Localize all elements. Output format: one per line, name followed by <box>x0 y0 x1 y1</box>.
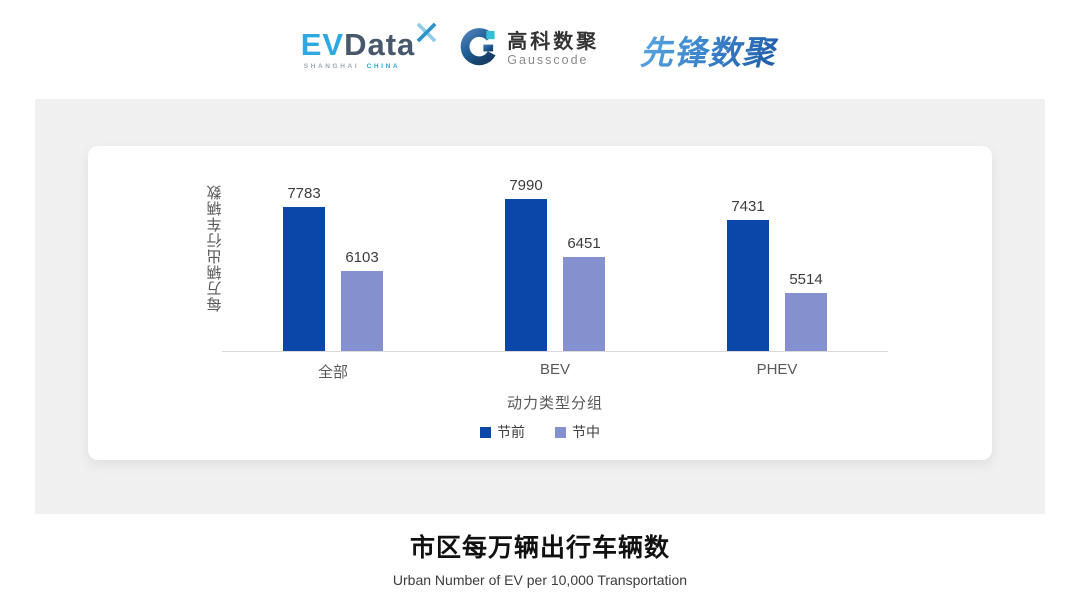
bar-wrap: 7783 <box>283 186 325 351</box>
bar-value-label: 6103 <box>345 249 379 266</box>
evdata-wordmark: EVData <box>301 29 416 60</box>
xianfeng-shuju-logo: 先锋数聚 <box>638 26 785 74</box>
bar <box>283 207 325 351</box>
gausscode-text: 高科数聚 Gausscode <box>507 30 600 67</box>
bar-wrap: 5514 <box>785 272 827 351</box>
evdata-x-star-icon <box>414 20 439 50</box>
bar-group: 7783 6103 <box>222 170 444 351</box>
bar-value-label: 7783 <box>287 185 321 202</box>
evdata-caption-shanghai: SHANGHAI <box>303 63 360 70</box>
category-axis: 全部 BEV PHEV <box>222 361 888 382</box>
bar-group: 7431 5514 <box>666 170 888 351</box>
bar-wrap: 6451 <box>563 236 605 351</box>
evdata-caption: SHANGHAI CHINA <box>304 63 400 70</box>
x-axis-title: 动力类型分组 <box>506 395 603 412</box>
legend-swatch-icon <box>480 426 491 438</box>
bar-wrap: 6103 <box>341 250 383 351</box>
bar-wrap: 7431 <box>727 199 769 351</box>
legend: 节前 节中 <box>88 422 992 442</box>
gausscode-en-name: Gausscode <box>507 52 589 67</box>
chart-card: 每万辆出行车辆数 7783 6103 7990 6451 7431 5514 全部 BEV P… <box>88 146 992 460</box>
bar <box>727 220 769 351</box>
category-label: 全部 <box>317 364 348 381</box>
chart-panel: 每万辆出行车辆数 7783 6103 7990 6451 7431 5514 全部 BEV P… <box>35 99 1045 514</box>
evdata-ev-text: EV <box>300 27 345 62</box>
bar-value-label: 7431 <box>731 198 765 215</box>
legend-label: 节中 <box>572 424 600 440</box>
header-logos: EVData SHANGHAI CHINA <box>0 0 1080 99</box>
bar <box>341 271 383 351</box>
category-label: BEV <box>539 361 570 378</box>
legend-item: 节中 <box>555 422 600 442</box>
bar <box>505 199 547 351</box>
evdata-caption-china: CHINA <box>366 63 401 70</box>
legend-label: 节前 <box>497 424 525 440</box>
gausscode-logo: 高科数聚 Gausscode <box>459 27 600 72</box>
evdata-data-text: Data <box>344 27 416 62</box>
bar <box>563 257 605 351</box>
gausscode-cn-name: 高科数聚 <box>507 30 600 53</box>
bar-value-label: 6451 <box>567 235 601 252</box>
bar-value-label: 7990 <box>509 177 543 194</box>
bar-value-label: 5514 <box>789 271 823 288</box>
bar <box>785 293 827 351</box>
bar-groups: 7783 6103 7990 6451 7431 5514 <box>222 170 888 351</box>
plot-area: 7783 6103 7990 6451 7431 5514 <box>222 170 888 352</box>
legend-item: 节前 <box>480 422 525 442</box>
footer: 市区每万辆出行车辆数 Urban Number of EV per 10,000… <box>0 528 1080 588</box>
legend-swatch-icon <box>555 426 566 438</box>
footer-subtitle: Urban Number of EV per 10,000 Transporta… <box>392 572 688 588</box>
bar-group: 7990 6451 <box>444 170 666 351</box>
category-label: PHEV <box>756 361 798 378</box>
footer-title: 市区每万辆出行车辆数 <box>409 534 670 562</box>
evdata-logo: EVData SHANGHAI CHINA <box>301 22 437 70</box>
bar-wrap: 7990 <box>505 178 547 351</box>
gausscode-g-mark-icon <box>459 27 498 72</box>
